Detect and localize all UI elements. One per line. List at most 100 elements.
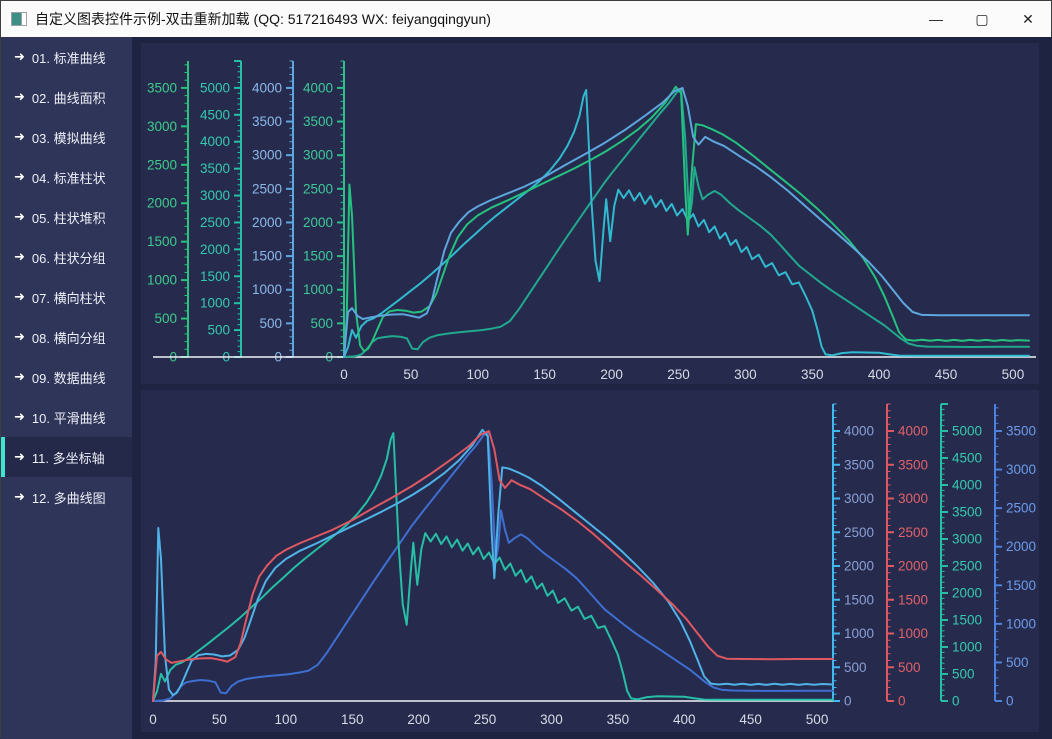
sidebar-item-11[interactable]: ➜ 11. 多坐标轴 xyxy=(1,437,132,477)
sidebar-item-label: 08. 横向分组 xyxy=(31,330,106,346)
svg-text:3000: 3000 xyxy=(252,148,282,163)
svg-text:2500: 2500 xyxy=(252,181,282,196)
window-controls: — ▢ ✕ xyxy=(913,1,1051,37)
top-chart-series-2 xyxy=(343,85,1030,358)
svg-text:2000: 2000 xyxy=(844,559,874,574)
svg-text:500: 500 xyxy=(154,311,177,326)
svg-text:1500: 1500 xyxy=(252,249,282,264)
svg-text:2500: 2500 xyxy=(952,559,982,574)
svg-text:2500: 2500 xyxy=(200,215,230,230)
svg-text:1000: 1000 xyxy=(147,273,177,288)
svg-text:3000: 3000 xyxy=(1006,462,1036,477)
sidebar-item-8[interactable]: ➜ 08. 横向分组 xyxy=(1,317,132,357)
svg-text:150: 150 xyxy=(533,367,556,382)
svg-text:2000: 2000 xyxy=(200,242,230,257)
svg-text:500: 500 xyxy=(310,316,333,331)
svg-text:3500: 3500 xyxy=(303,114,333,129)
svg-text:450: 450 xyxy=(739,712,762,727)
svg-text:150: 150 xyxy=(341,712,364,727)
svg-text:1000: 1000 xyxy=(252,282,282,297)
svg-text:0: 0 xyxy=(149,712,157,727)
sidebar-item-6[interactable]: ➜ 06. 柱状分组 xyxy=(1,237,132,277)
top-chart-x-axis: 0 50 100 150 200 250 300 350 400 450 500 xyxy=(153,356,1036,382)
svg-text:3500: 3500 xyxy=(200,161,230,176)
svg-text:400: 400 xyxy=(868,367,891,382)
bottom-chart-y-axis-3: 0 500 1000 1500 2000 2500 3000 3500 4000 4500 5000 xyxy=(940,403,982,709)
svg-text:4000: 4000 xyxy=(844,424,874,439)
sidebar-item-4[interactable]: ➜ 04. 标准柱状 xyxy=(1,157,132,197)
svg-text:350: 350 xyxy=(607,712,630,727)
sidebar-item-3[interactable]: ➜ 03. 模拟曲线 xyxy=(1,117,132,157)
svg-text:100: 100 xyxy=(467,367,490,382)
sidebar-item-2[interactable]: ➜ 02. 曲线面积 xyxy=(1,77,132,117)
svg-text:3500: 3500 xyxy=(147,80,177,95)
arrow-icon: ➜ xyxy=(14,489,25,504)
sidebar: ➜ 01. 标准曲线 ➜ 02. 曲线面积 ➜ 03. 模拟曲线 ➜ 04. 标准柱状 ➜ 05.… xyxy=(1,37,132,739)
svg-text:1000: 1000 xyxy=(898,626,928,641)
svg-text:2500: 2500 xyxy=(147,157,177,172)
svg-text:3500: 3500 xyxy=(898,457,928,472)
svg-text:2500: 2500 xyxy=(898,525,928,540)
svg-text:50: 50 xyxy=(403,367,418,382)
svg-text:3500: 3500 xyxy=(844,457,874,472)
sidebar-item-label: 06. 柱状分组 xyxy=(31,250,106,266)
svg-text:300: 300 xyxy=(734,367,757,382)
sidebar-item-1[interactable]: ➜ 01. 标准曲线 xyxy=(1,37,132,77)
close-button[interactable]: ✕ xyxy=(1022,10,1034,27)
svg-text:500: 500 xyxy=(806,712,829,727)
sidebar-item-label: 04. 标准柱状 xyxy=(31,170,106,186)
sidebar-item-label: 10. 平滑曲线 xyxy=(31,410,106,426)
svg-text:1500: 1500 xyxy=(303,249,333,264)
svg-text:250: 250 xyxy=(667,367,690,382)
window-title: 自定义图表控件示例-双击重新加载 (QQ: 517216493 WX: feiy… xyxy=(35,11,491,27)
sidebar-item-label: 12. 多曲线图 xyxy=(31,490,106,506)
svg-text:1500: 1500 xyxy=(844,592,874,607)
sidebar-item-5[interactable]: ➜ 05. 柱状堆积 xyxy=(1,197,132,237)
bottom-chart-series-3 xyxy=(152,432,834,702)
svg-text:4000: 4000 xyxy=(898,424,928,439)
sidebar-item-7[interactable]: ➜ 07. 横向柱状 xyxy=(1,277,132,317)
svg-text:5000: 5000 xyxy=(952,424,982,439)
minimize-button[interactable]: — xyxy=(929,11,943,27)
bottom-chart-y-axis-2: 0 500 1000 1500 2000 2500 3000 3500 4000 xyxy=(886,403,928,709)
svg-text:3000: 3000 xyxy=(147,119,177,134)
bottom-chart-panel[interactable]: 0 500 1000 1500 2000 2500 3000 3500 4000 0 500 1000… xyxy=(141,390,1039,732)
top-chart[interactable]: 0500100015002000250030003500050010001500… xyxy=(141,43,1039,384)
sidebar-item-label: 11. 多坐标轴 xyxy=(31,450,105,466)
maximize-button[interactable]: ▢ xyxy=(975,10,989,27)
sidebar-item-9[interactable]: ➜ 09. 数据曲线 xyxy=(1,357,132,397)
svg-text:500: 500 xyxy=(1006,655,1029,670)
svg-text:3500: 3500 xyxy=(952,505,982,520)
bottom-chart[interactable]: 0 500 1000 1500 2000 2500 3000 3500 4000 0 500 1000… xyxy=(141,390,1039,732)
svg-text:1000: 1000 xyxy=(303,282,333,297)
bottom-chart-series-2 xyxy=(152,428,834,702)
svg-text:2000: 2000 xyxy=(952,586,982,601)
bottom-chart-x-axis: 0 50 100 150 200 250 300 350 400 450 500 xyxy=(149,700,833,727)
svg-text:0: 0 xyxy=(844,694,852,709)
svg-text:1500: 1500 xyxy=(200,269,230,284)
title-bar: 自定义图表控件示例-双击重新加载 (QQ: 517216493 WX: feiy… xyxy=(1,1,1051,37)
sidebar-item-12[interactable]: ➜ 12. 多曲线图 xyxy=(1,477,132,517)
arrow-icon: ➜ xyxy=(14,49,25,64)
arrow-icon: ➜ xyxy=(14,209,25,224)
sidebar-item-label: 02. 曲线面积 xyxy=(31,90,106,106)
svg-text:2000: 2000 xyxy=(898,559,928,574)
svg-text:450: 450 xyxy=(935,367,958,382)
svg-text:2000: 2000 xyxy=(147,196,177,211)
top-chart-panel[interactable]: 0 500 1000 1500 2000 2500 3000 3500 0 500 1000 1500… xyxy=(141,43,1039,384)
svg-text:1000: 1000 xyxy=(952,640,982,655)
svg-text:50: 50 xyxy=(212,712,227,727)
svg-text:500: 500 xyxy=(207,323,230,338)
svg-text:3500: 3500 xyxy=(1006,424,1036,439)
svg-text:0: 0 xyxy=(340,367,348,382)
app-icon xyxy=(11,12,27,26)
svg-text:1500: 1500 xyxy=(1006,578,1036,593)
svg-text:2000: 2000 xyxy=(303,215,333,230)
arrow-icon: ➜ xyxy=(14,449,25,464)
arrow-icon: ➜ xyxy=(14,409,25,424)
svg-text:4500: 4500 xyxy=(200,107,230,122)
svg-text:200: 200 xyxy=(600,367,623,382)
sidebar-item-10[interactable]: ➜ 10. 平滑曲线 xyxy=(1,397,132,437)
